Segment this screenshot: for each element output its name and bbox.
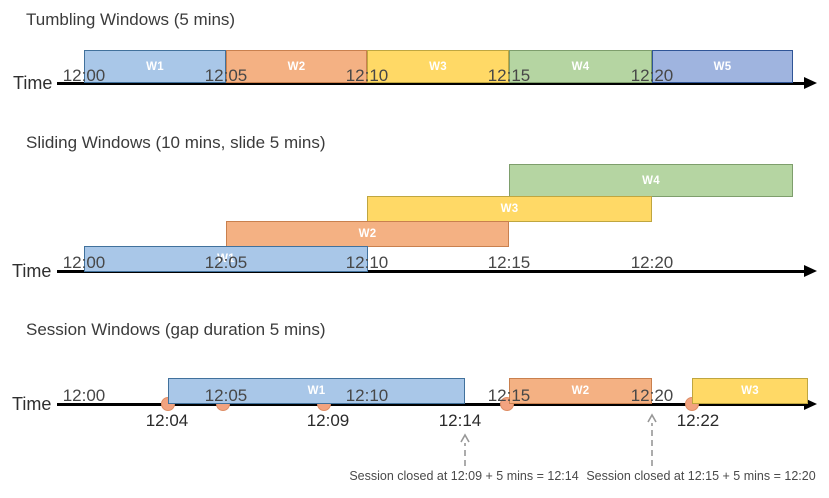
tumbling-window-w1: W1: [84, 50, 226, 83]
session-tick-12-05: 12:05: [204, 386, 248, 405]
window-label: W5: [713, 60, 732, 73]
tumbling-time-axis-line: [57, 82, 805, 85]
sliding-tick-12-05: 12:05: [204, 253, 248, 272]
event-time-12-22: 12:22: [676, 411, 720, 430]
sliding-tick-12-15: 12:15: [487, 253, 531, 272]
window-label: W2: [287, 60, 306, 73]
sliding-tick-12-10: 12:10: [345, 253, 389, 272]
tumbling-tick-12-15: 12:15: [487, 66, 531, 85]
window-label: W1: [146, 60, 164, 73]
tumbling-window-w2: W2: [226, 50, 367, 83]
tumbling-axis-arrowhead-icon: [804, 77, 817, 89]
session-close-arrow-icon: [460, 433, 470, 466]
event-time-12-09: 12:09: [306, 411, 350, 430]
session-tick-12-20: 12:20: [630, 386, 674, 405]
window-label: W2: [358, 228, 377, 240]
sliding-window-w4: W4: [509, 164, 793, 197]
tumbling-tick-12-10: 12:10: [345, 66, 389, 85]
session-tick-12-10: 12:10: [345, 386, 389, 405]
session-time-axis-line: [57, 403, 805, 406]
session-closed-annotation-2: Session closed at 12:15 + 5 mins = 12:20: [586, 469, 816, 483]
sliding-window-w2: W2: [226, 221, 509, 247]
sliding-window-w1: W1: [84, 246, 368, 272]
session-tick-12-15: 12:15: [487, 386, 531, 405]
window-label: W3: [741, 385, 759, 397]
tumbling-tick-12-20: 12:20: [630, 66, 674, 85]
window-label: W1: [217, 253, 235, 265]
sliding-axis-arrowhead-icon: [804, 265, 817, 277]
session-window-w3: W3: [692, 378, 808, 404]
tumbling-tick-12-00: 12:00: [62, 66, 106, 85]
window-label: W3: [429, 60, 447, 73]
tumbling-time-axis-label: Time: [13, 73, 53, 93]
tumbling-tick-12-05: 12:05: [204, 66, 248, 85]
sliding-time-axis-line: [57, 270, 805, 273]
session-close-arrow-icon: [647, 413, 657, 466]
window-label: W3: [500, 203, 519, 215]
tumbling-window-w4: W4: [509, 50, 652, 83]
session-section-title: Session Windows (gap duration 5 mins): [26, 320, 326, 339]
tumbling-window-w3: W3: [367, 50, 509, 83]
sliding-time-axis-label: Time: [12, 261, 52, 281]
tumbling-window-w5: W5: [652, 50, 793, 83]
window-label: W4: [571, 60, 590, 73]
event-time-12-14: 12:14: [438, 411, 482, 430]
sliding-tick-12-20: 12:20: [630, 253, 674, 272]
sliding-section-title: Sliding Windows (10 mins, slide 5 mins): [26, 133, 326, 152]
session-window-w2: W2: [509, 378, 652, 404]
sliding-window-w3: W3: [367, 196, 652, 222]
session-window-w1: W1: [168, 378, 465, 404]
session-closed-annotation-1: Session closed at 12:09 + 5 mins = 12:14: [349, 469, 579, 483]
session-time-axis-label: Time: [12, 394, 52, 414]
window-label: W2: [571, 385, 590, 397]
window-label: W1: [307, 385, 326, 397]
event-time-12-04: 12:04: [145, 411, 189, 430]
window-label: W4: [642, 174, 660, 187]
session-tick-12-00: 12:00: [62, 386, 106, 405]
sliding-tick-12-00: 12:00: [62, 253, 106, 272]
tumbling-section-title: Tumbling Windows (5 mins): [26, 10, 236, 29]
